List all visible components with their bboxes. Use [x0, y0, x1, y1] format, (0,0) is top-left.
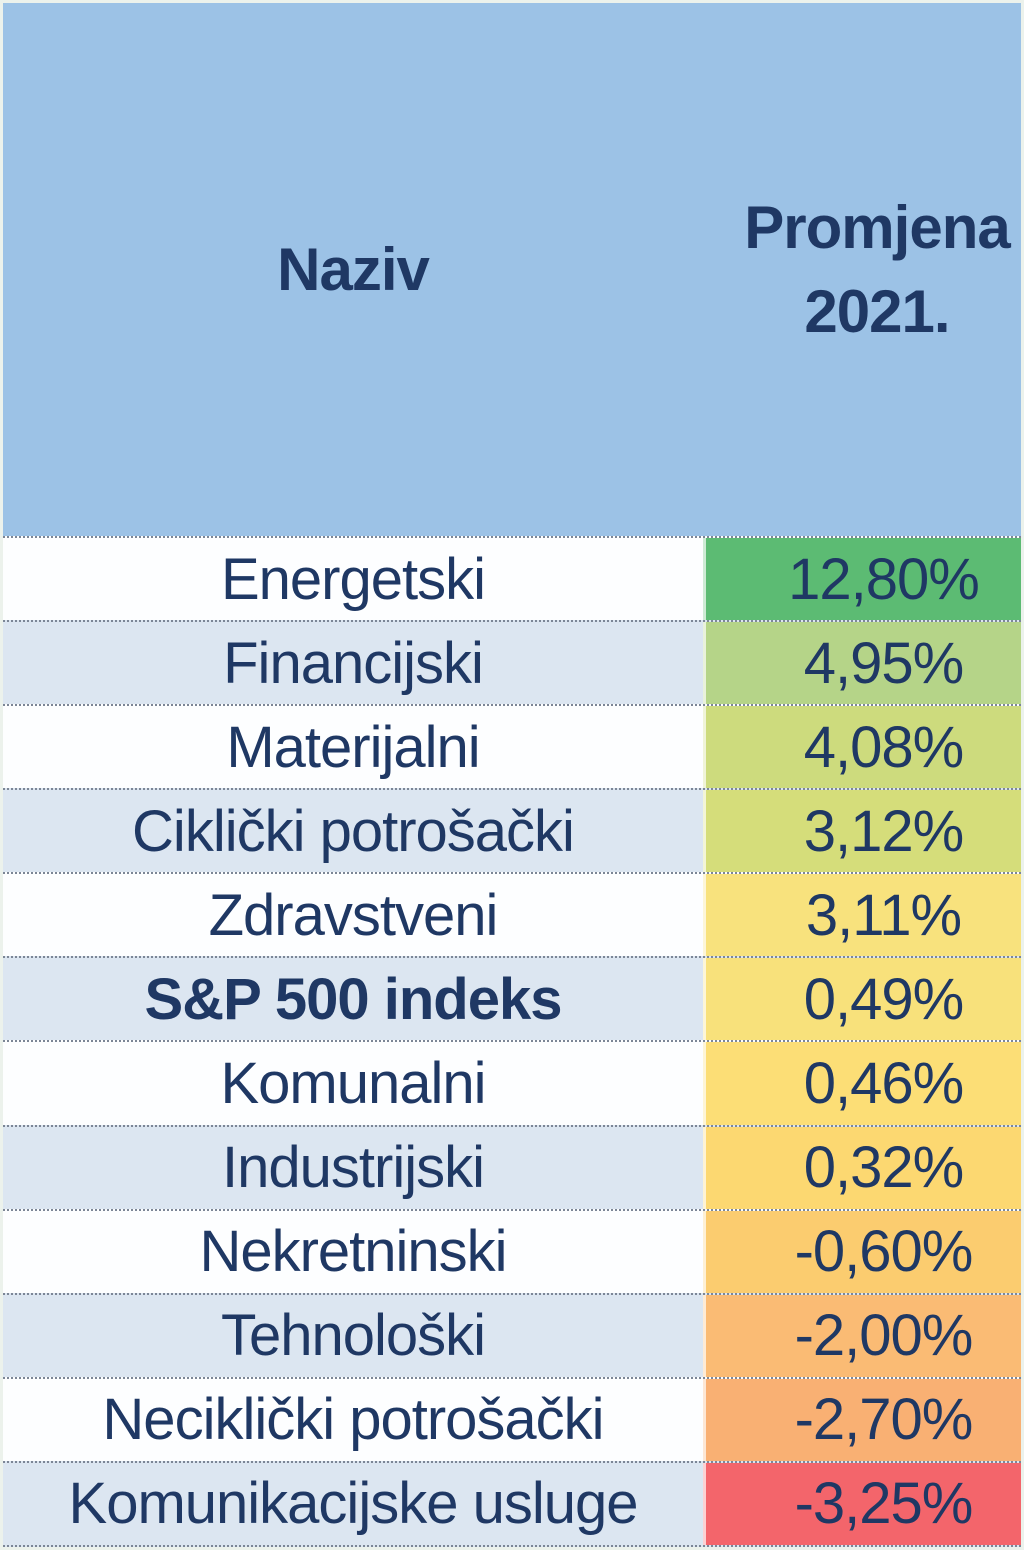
table-row: Financijski 4,95%	[3, 620, 1021, 705]
sector-name-cell: Materijalni	[226, 714, 480, 780]
change-value-cell: -0,60%	[703, 1210, 1021, 1293]
table-row: S&P 500 indeks 0,49%	[3, 956, 1021, 1041]
sector-name-cell: Tehnološki	[220, 1303, 486, 1369]
change-value-cell: 3,11%	[703, 874, 1021, 957]
change-value-cell: -2,70%	[703, 1378, 1021, 1461]
table-header: Naziv Promjena 2021.	[3, 3, 1021, 536]
table-row: Ciklički potrošački 3,12%	[3, 788, 1021, 873]
table-row: Zdravstveni 3,11%	[3, 872, 1021, 957]
table-row: Komunikacijske usluge -3,25%	[3, 1460, 1021, 1547]
sector-name-cell: S&P 500 indeks	[144, 966, 563, 1032]
sector-name-cell: Komunikacijske usluge	[68, 1471, 639, 1537]
table-row: Komunalni 0,46%	[3, 1040, 1021, 1125]
header-change-cell: Promjena 2021.	[744, 193, 1010, 345]
header-name-cell: Naziv	[277, 235, 430, 303]
sector-name-cell: Industrijski	[222, 1135, 485, 1201]
sector-name-cell: Energetski	[220, 546, 486, 612]
table-row: Energetski 12,80%	[3, 536, 1021, 621]
table-row: Industrijski 0,32%	[3, 1124, 1021, 1209]
sector-name-cell: Zdravstveni	[208, 882, 499, 948]
table-body: Energetski 12,80% Financijski 4,95% Mate…	[3, 536, 1021, 1547]
change-value-cell: 3,12%	[703, 790, 1021, 873]
table-row: Tehnološki -2,00%	[3, 1292, 1021, 1377]
change-value-cell: 4,08%	[703, 706, 1021, 789]
sector-name-cell: Ciklički potrošački	[132, 798, 575, 864]
change-value-cell: 0,46%	[703, 1042, 1021, 1125]
change-value-cell: 4,95%	[703, 622, 1021, 705]
change-value-cell: -3,25%	[703, 1462, 1021, 1545]
change-value-cell: -2,00%	[703, 1294, 1021, 1377]
table-row: Nekretninski -0,60%	[3, 1208, 1021, 1293]
change-value-cell: 0,49%	[703, 958, 1021, 1041]
table-row: Materijalni 4,08%	[3, 704, 1021, 789]
table-row: Neciklički potrošački -2,70%	[3, 1376, 1021, 1461]
change-value-cell: 12,80%	[703, 538, 1021, 621]
sector-name-cell: Nekretninski	[199, 1219, 507, 1285]
sector-name-cell: Financijski	[223, 630, 484, 696]
change-value-cell: 0,32%	[703, 1126, 1021, 1209]
sector-name-cell: Komunalni	[220, 1051, 486, 1116]
sector-name-cell: Neciklički potrošački	[102, 1387, 604, 1453]
